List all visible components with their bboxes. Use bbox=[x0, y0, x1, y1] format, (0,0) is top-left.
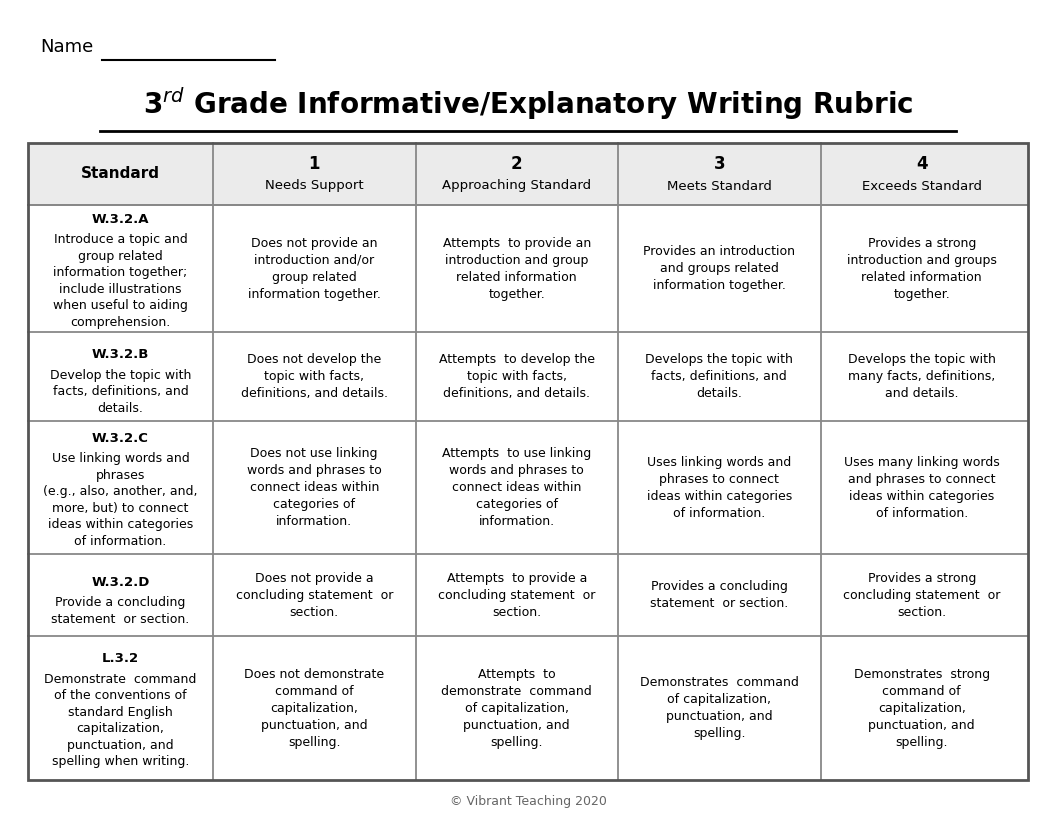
Text: 3: 3 bbox=[714, 155, 725, 173]
Text: Meets Standard: Meets Standard bbox=[666, 180, 772, 193]
Text: Attempts  to use linking
words and phrases to
connect ideas within
categories of: Attempts to use linking words and phrase… bbox=[442, 447, 591, 528]
Text: Does not provide an
introduction and/or
group related
information together.: Does not provide an introduction and/or … bbox=[248, 237, 380, 300]
Text: Develop the topic with
facts, definitions, and
details.: Develop the topic with facts, definition… bbox=[50, 369, 191, 415]
Text: Demonstrate  command
of the conventions of
standard English
capitalization,
punc: Demonstrate command of the conventions o… bbox=[44, 672, 196, 768]
Text: Does not demonstrate
command of
capitalization,
punctuation, and
spelling.: Does not demonstrate command of capitali… bbox=[244, 667, 384, 748]
Text: Standard: Standard bbox=[81, 166, 161, 181]
Text: Does not develop the
topic with facts,
definitions, and details.: Does not develop the topic with facts, d… bbox=[241, 353, 388, 400]
Text: © Vibrant Teaching 2020: © Vibrant Teaching 2020 bbox=[450, 796, 606, 809]
Text: Does not provide a
concluding statement  or
section.: Does not provide a concluding statement … bbox=[235, 572, 393, 619]
Text: Uses many linking words
and phrases to connect
ideas within categories
of inform: Uses many linking words and phrases to c… bbox=[844, 455, 1000, 520]
Text: Attempts  to develop the
topic with facts,
definitions, and details.: Attempts to develop the topic with facts… bbox=[438, 353, 595, 400]
Text: Provides a strong
introduction and groups
related information
together.: Provides a strong introduction and group… bbox=[847, 237, 997, 300]
Text: W.3.2.D: W.3.2.D bbox=[91, 576, 150, 589]
Text: 4: 4 bbox=[916, 155, 927, 173]
Text: W.3.2.C: W.3.2.C bbox=[92, 432, 149, 445]
Text: Name: Name bbox=[40, 38, 93, 56]
Text: Provides a strong
concluding statement  or
section.: Provides a strong concluding statement o… bbox=[843, 572, 1000, 619]
Text: Demonstrates  strong
command of
capitalization,
punctuation, and
spelling.: Demonstrates strong command of capitaliz… bbox=[853, 667, 989, 748]
Text: 3$^{rd}$ Grade Informative/Explanatory Writing Rubric: 3$^{rd}$ Grade Informative/Explanatory W… bbox=[143, 85, 913, 122]
Bar bbox=[29, 143, 1027, 780]
Text: 2: 2 bbox=[511, 155, 523, 173]
Text: Introduce a topic and
group related
information together;
include illustrations
: Introduce a topic and group related info… bbox=[53, 233, 188, 329]
Text: Needs Support: Needs Support bbox=[265, 180, 363, 193]
Text: Approaching Standard: Approaching Standard bbox=[442, 180, 591, 193]
Text: Uses linking words and
phrases to connect
ideas within categories
of information: Uses linking words and phrases to connec… bbox=[646, 455, 792, 520]
Text: Develops the topic with
facts, definitions, and
details.: Develops the topic with facts, definitio… bbox=[645, 353, 793, 400]
Text: 1: 1 bbox=[308, 155, 320, 173]
Text: Attempts  to
demonstrate  command
of capitalization,
punctuation, and
spelling.: Attempts to demonstrate command of capit… bbox=[441, 667, 592, 748]
Text: W.3.2.B: W.3.2.B bbox=[92, 348, 149, 361]
Text: Provides an introduction
and groups related
information together.: Provides an introduction and groups rela… bbox=[643, 245, 795, 292]
Text: W.3.2.A: W.3.2.A bbox=[92, 213, 149, 226]
Text: Develops the topic with
many facts, definitions,
and details.: Develops the topic with many facts, defi… bbox=[848, 353, 996, 400]
Text: Use linking words and
phrases
(e.g., also, another, and,
more, but) to connect
i: Use linking words and phrases (e.g., als… bbox=[43, 452, 197, 548]
Text: Demonstrates  command
of capitalization,
punctuation, and
spelling.: Demonstrates command of capitalization, … bbox=[640, 676, 798, 740]
Text: Provide a concluding
statement  or section.: Provide a concluding statement or sectio… bbox=[52, 596, 190, 626]
Text: Does not use linking
words and phrases to
connect ideas within
categories of
inf: Does not use linking words and phrases t… bbox=[247, 447, 381, 528]
Bar bbox=[29, 143, 1027, 780]
Text: Exceeds Standard: Exceeds Standard bbox=[862, 180, 982, 193]
Text: Provides a concluding
statement  or section.: Provides a concluding statement or secti… bbox=[650, 580, 789, 610]
Bar bbox=[29, 143, 1027, 205]
Text: Attempts  to provide an
introduction and group
related information
together.: Attempts to provide an introduction and … bbox=[442, 237, 591, 300]
Text: L.3.2: L.3.2 bbox=[102, 653, 139, 665]
Text: Attempts  to provide a
concluding statement  or
section.: Attempts to provide a concluding stateme… bbox=[438, 572, 596, 619]
